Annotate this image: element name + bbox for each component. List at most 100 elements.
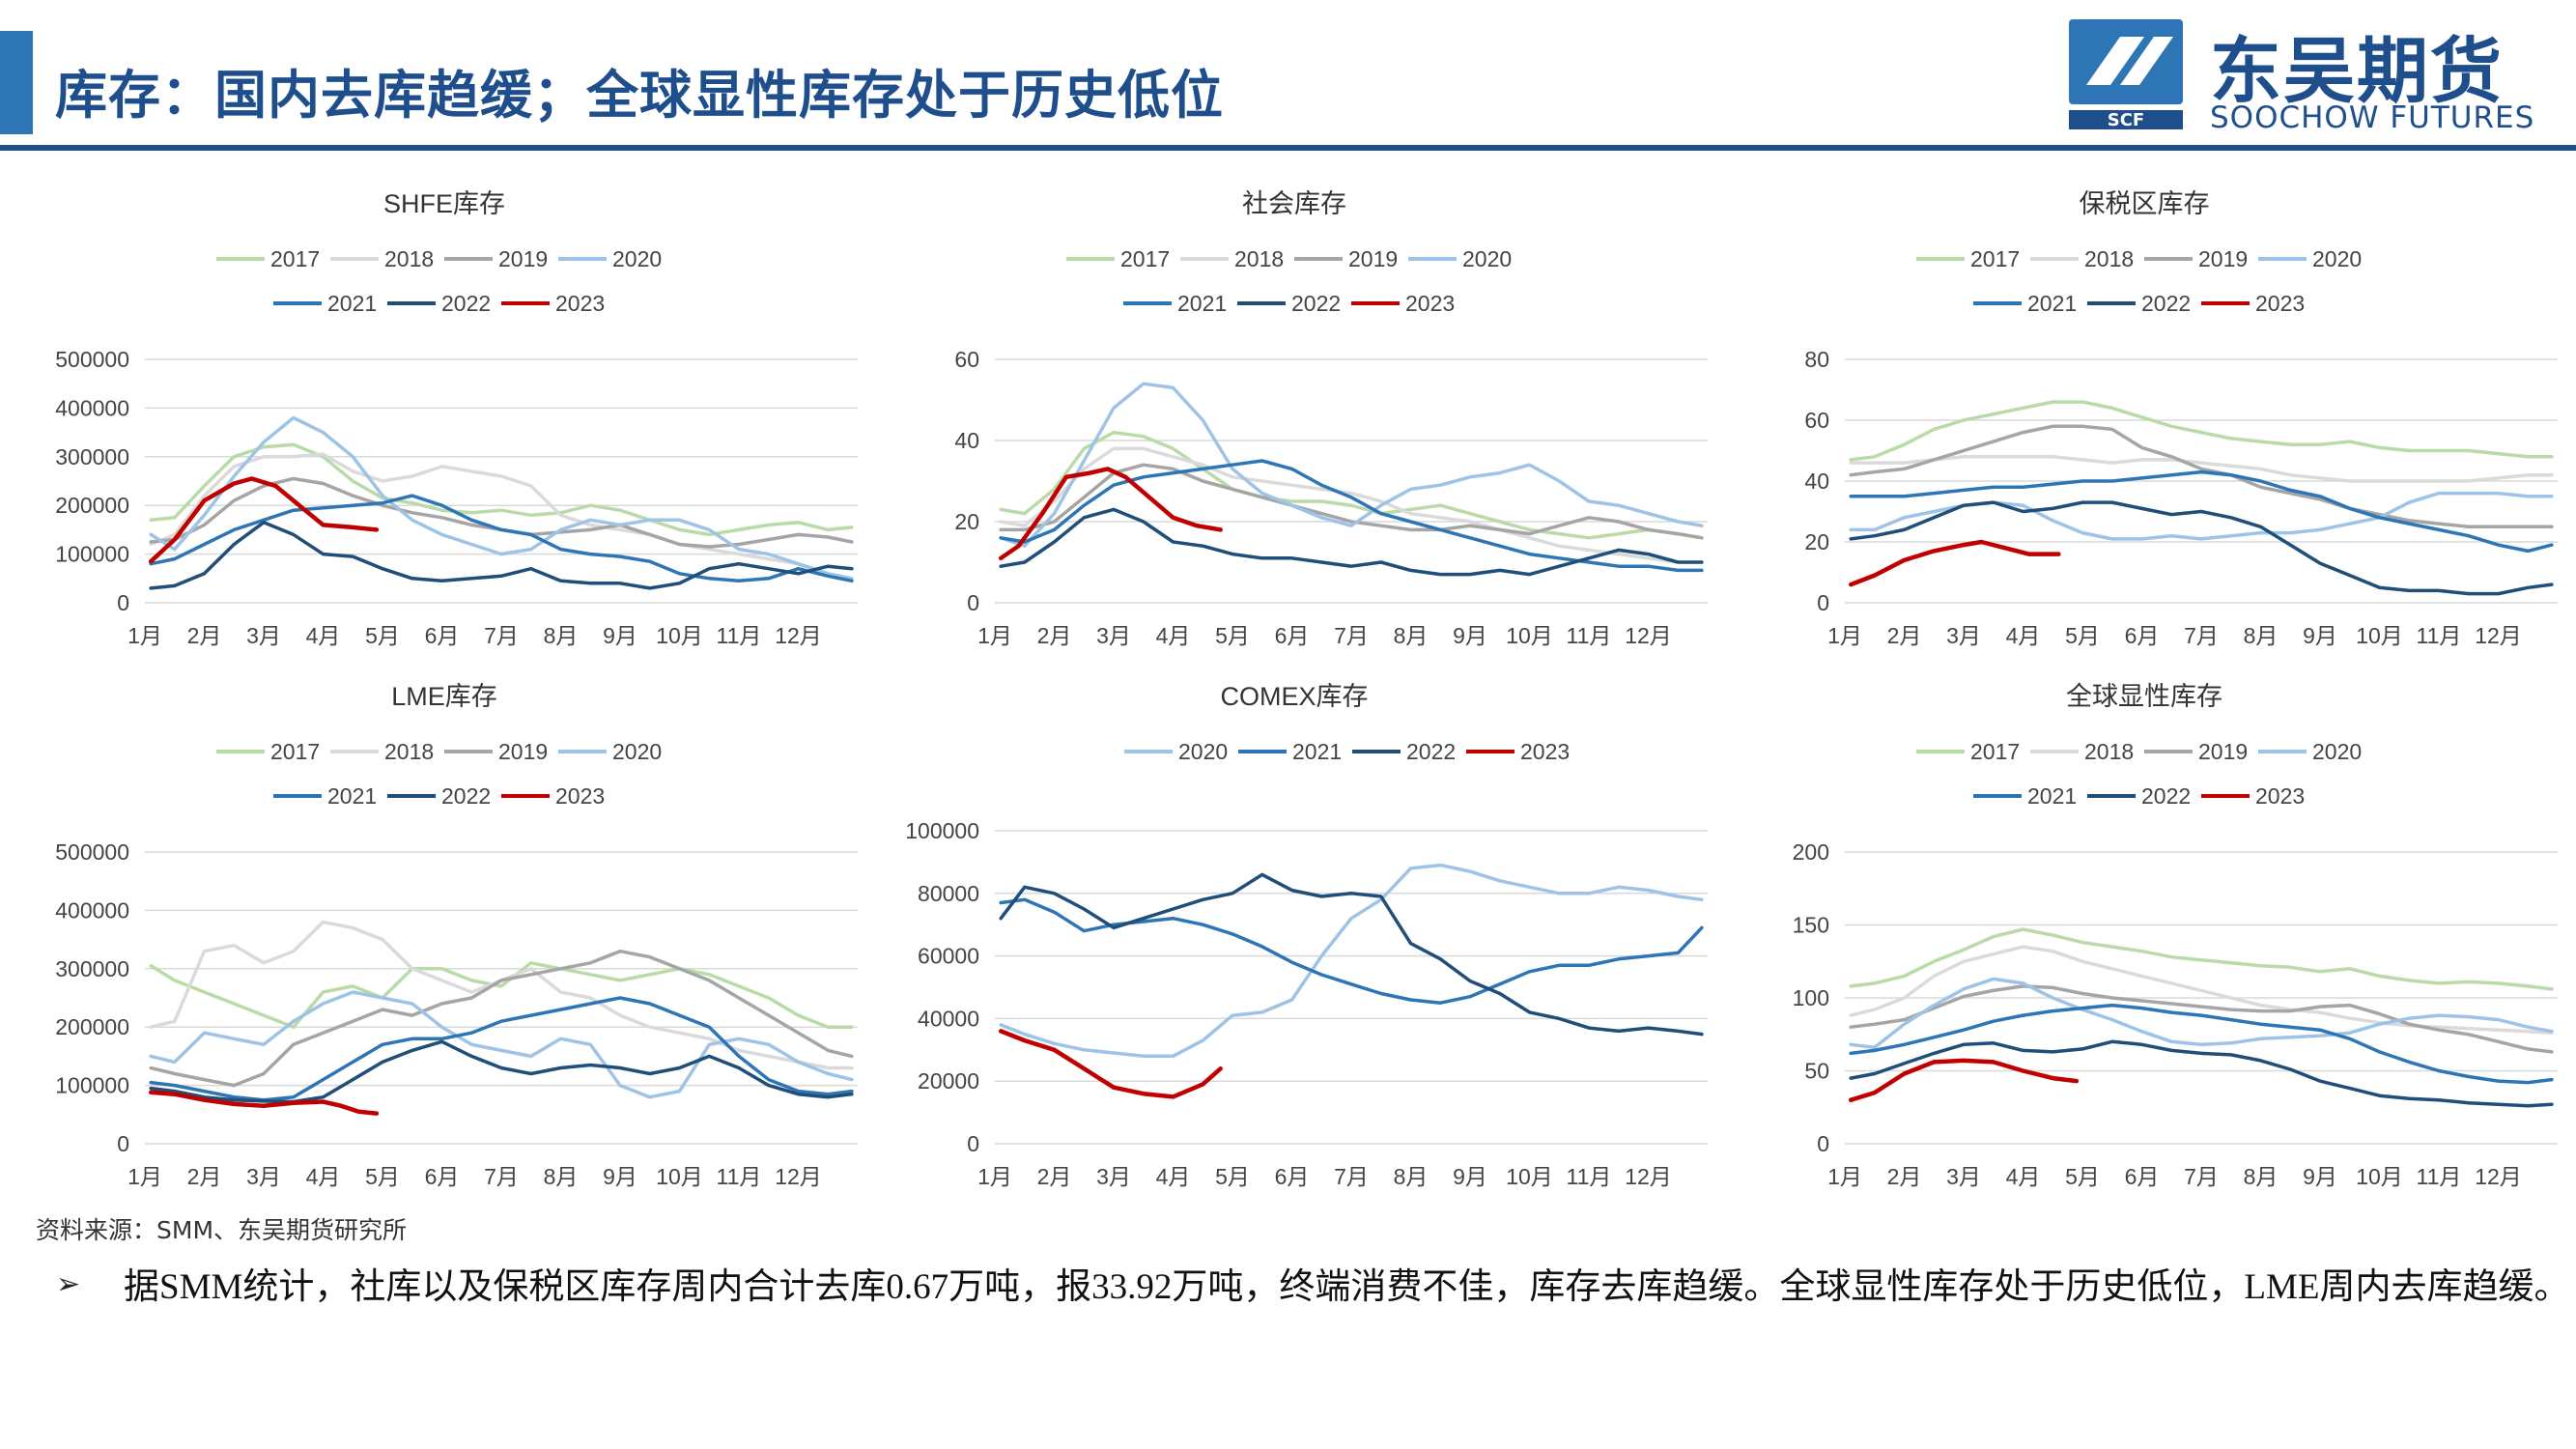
x-tick-label: 5月 (2065, 1164, 2100, 1189)
series-line-2017 (149, 442, 854, 537)
legend-label: 2017 (1970, 739, 2020, 764)
chart-svg: 全球显性库存 2017 2018 2019 2020 2021 2022 2023 0 50 100… (1793, 682, 2558, 1189)
legend-item-2021: 2021 (1123, 291, 1227, 316)
y-tick-label: 400000 (55, 897, 129, 923)
legend-item-2021: 2021 (273, 783, 377, 809)
x-tick-label: 10月 (656, 623, 703, 648)
legend-item-2021: 2021 (1973, 783, 2077, 809)
legend-label: 2022 (441, 783, 491, 809)
y-tick-label: 200000 (55, 1014, 129, 1039)
x-tick-label: 11月 (717, 1164, 762, 1189)
x-tick-label: 7月 (1334, 1164, 1369, 1189)
legend-label: 2017 (1970, 246, 2020, 271)
legend-item-2022: 2022 (1352, 739, 1456, 764)
legend-label: 2018 (2084, 246, 2134, 271)
x-tick-label: 2月 (1887, 1164, 1922, 1189)
chart-svg: COMEX库存 2020 2021 2022 2023 0 20000 40000 60000 8… (905, 682, 1708, 1189)
series-line-2022 (999, 507, 1704, 577)
page-title: 库存：国内去库趋缓；全球显性库存处于历史低位 (55, 65, 1224, 126)
legend-item-2020: 2020 (1124, 739, 1228, 764)
series-line-2023 (1848, 539, 2061, 587)
x-tick-label: 12月 (1625, 623, 1672, 648)
legend-item-2019: 2019 (2144, 739, 2248, 764)
x-tick-label: 10月 (1506, 623, 1553, 648)
legend-item-2022: 2022 (2087, 291, 2191, 316)
x-tick-label: 1月 (127, 1164, 162, 1189)
x-tick-label: 9月 (2303, 623, 2337, 648)
legend-item-2023: 2023 (501, 783, 605, 809)
x-tick-label: 7月 (2184, 623, 2219, 648)
x-tick-label: 1月 (977, 623, 1012, 648)
legend-label: 2022 (1291, 291, 1341, 316)
legend-item-2021: 2021 (273, 291, 377, 316)
x-tick-label: 8月 (544, 623, 579, 648)
legend-item-2023: 2023 (2201, 291, 2305, 316)
legend-item-2018: 2018 (330, 739, 434, 764)
y-tick-label: 100000 (55, 542, 129, 567)
x-tick-label: 5月 (1215, 1164, 1250, 1189)
legend-label: 2023 (555, 291, 605, 316)
series-line-2023 (1848, 1058, 2080, 1102)
series-line-2019 (149, 476, 854, 549)
y-tick-label: 20 (1804, 529, 1829, 554)
series-line-2021 (1849, 1003, 2554, 1085)
y-tick-label: 0 (117, 1131, 129, 1156)
y-tick-label: 80 (1804, 347, 1829, 372)
y-tick-label: 40000 (918, 1006, 979, 1031)
x-tick-label: 1月 (977, 1164, 1012, 1189)
legend-item-2017: 2017 (216, 246, 320, 271)
y-tick-label: 60 (954, 347, 979, 372)
legend-label: 2017 (270, 739, 320, 764)
legend-item-2020: 2020 (558, 246, 662, 271)
series-line-2020 (149, 990, 854, 1099)
x-tick-label: 2月 (1887, 623, 1922, 648)
legend-item-2017: 2017 (216, 739, 320, 764)
y-tick-label: 0 (1817, 590, 1829, 615)
x-tick-label: 11月 (2417, 623, 2462, 648)
legend-label: 2018 (384, 246, 434, 271)
x-tick-label: 7月 (484, 1164, 519, 1189)
legend-item-2019: 2019 (2144, 246, 2248, 271)
legend-label: 2023 (2255, 783, 2305, 809)
legend-label: 2018 (2084, 739, 2134, 764)
legend-item-2018: 2018 (330, 246, 434, 271)
x-tick-label: 8月 (1394, 623, 1429, 648)
legend-label: 2022 (1406, 739, 1456, 764)
series-line-2022 (1849, 1039, 2554, 1108)
y-tick-label: 0 (967, 590, 979, 615)
legend-item-2023: 2023 (1466, 739, 1570, 764)
chart-title: 保税区库存 (2080, 189, 2210, 218)
series-line-2018 (1849, 945, 2554, 1035)
series-line-2019 (149, 949, 854, 1088)
x-tick-label: 3月 (1096, 1164, 1131, 1189)
x-tick-label: 9月 (603, 623, 637, 648)
series-line-2023 (148, 1090, 380, 1116)
x-tick-label: 12月 (2475, 623, 2522, 648)
series-line-2022 (149, 521, 854, 590)
legend-label: 2022 (2141, 291, 2191, 316)
y-tick-label: 0 (967, 1131, 979, 1156)
x-tick-label: 2月 (187, 623, 222, 648)
legend-label: 2019 (498, 739, 548, 764)
y-tick-label: 400000 (55, 395, 129, 420)
legend-label: 2020 (1178, 739, 1228, 764)
legend-label: 2018 (1234, 246, 1284, 271)
chart-title: COMEX库存 (1220, 682, 1368, 711)
y-tick-label: 100000 (55, 1073, 129, 1098)
summary-text: 据SMM统计，社库以及保税区库存周内合计去库0.67万吨，报33.92万吨，终端… (124, 1267, 2570, 1307)
legend-label: 2021 (1292, 739, 1342, 764)
x-tick-label: 9月 (1453, 1164, 1487, 1189)
series-line-2023 (998, 467, 1223, 561)
series-line-2017 (149, 961, 854, 1029)
legend-label: 2023 (1520, 739, 1570, 764)
chart-shfe-inventory: SHFE库存 2017 2018 2019 2020 2021 2022 2023 0 10000… (19, 184, 869, 657)
legend-label: 2020 (2312, 246, 2362, 271)
legend-label: 2021 (1177, 291, 1227, 316)
logo-mark-text: SCF (2108, 110, 2144, 130)
x-tick-label: 12月 (2475, 1164, 2522, 1189)
legend-label: 2022 (441, 291, 491, 316)
chart-title: 全球显性库存 (2066, 682, 2222, 711)
y-tick-label: 20 (954, 509, 979, 534)
legend-label: 2021 (2027, 783, 2077, 809)
x-tick-label: 10月 (1506, 1164, 1553, 1189)
